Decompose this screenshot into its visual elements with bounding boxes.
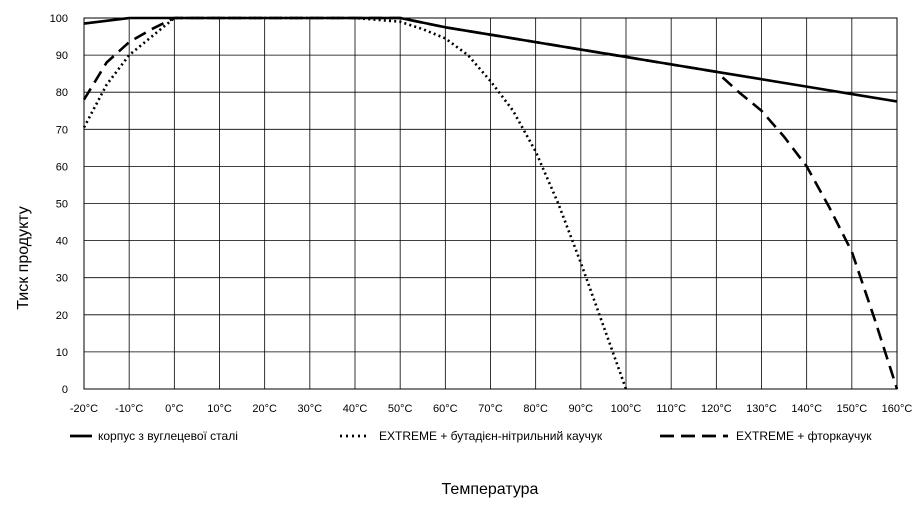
legend-label-1: корпус з вуглецевої сталі xyxy=(98,429,238,443)
x-tick-label: 160°C xyxy=(882,403,913,415)
x-tick-label: 0°C xyxy=(165,403,184,415)
y-axis-ticks: 0 10 20 30 40 50 60 70 80 90 100 xyxy=(50,13,68,396)
y-tick-label: 60 xyxy=(56,161,68,173)
x-tick-label: 110°C xyxy=(656,403,686,415)
x-tick-label: 100°C xyxy=(611,403,642,415)
chart-grid xyxy=(83,17,898,390)
x-tick-label: 90°C xyxy=(569,403,594,415)
x-tick-label: 140°C xyxy=(791,403,822,415)
y-tick-label: 50 xyxy=(56,199,68,211)
y-tick-label: 70 xyxy=(56,124,68,136)
y-tick-label: 10 xyxy=(56,347,68,359)
x-axis-title: Температура xyxy=(442,481,539,498)
x-tick-label: 130°C xyxy=(746,403,777,415)
x-axis-ticks: -20°C -10°C 0°C 10°C 20°C 30°C 40°C 50°C 60°C 70°… xyxy=(70,403,913,415)
x-tick-label: -10°C xyxy=(115,403,143,415)
x-tick-label: 80°C xyxy=(523,403,548,415)
chart-legend: корпус з вуглецевої сталі EXTREME + бутад… xyxy=(70,429,872,443)
x-tick-label: 60°C xyxy=(433,403,458,415)
y-axis-title: Тиск продукту xyxy=(15,206,32,310)
x-tick-label: 30°C xyxy=(298,403,323,415)
y-tick-label: 20 xyxy=(56,310,68,322)
chart-series xyxy=(82,16,899,390)
y-tick-label: 30 xyxy=(56,273,68,285)
y-tick-label: 90 xyxy=(56,50,68,62)
x-tick-label: 70°C xyxy=(478,403,503,415)
series-line-2 xyxy=(82,16,628,390)
x-tick-label: 150°C xyxy=(836,403,867,415)
y-tick-label: 0 xyxy=(62,384,68,396)
legend-label-2: EXTREME + бутадієн-нітрильний каучук xyxy=(379,429,603,443)
y-tick-label: 100 xyxy=(50,13,68,25)
series-line-3 xyxy=(82,16,899,390)
x-tick-label: 10°C xyxy=(207,403,232,415)
x-tick-label: 40°C xyxy=(343,403,368,415)
x-tick-label: 20°C xyxy=(252,403,277,415)
legend-label-3: EXTREME + фторкаучук xyxy=(736,429,872,443)
y-tick-label: 80 xyxy=(56,87,68,99)
x-tick-label: 50°C xyxy=(388,403,413,415)
y-tick-label: 40 xyxy=(56,236,68,248)
plot-frame xyxy=(83,17,898,390)
x-tick-label: 120°C xyxy=(701,403,732,415)
x-tick-label: -20°C xyxy=(70,403,98,415)
